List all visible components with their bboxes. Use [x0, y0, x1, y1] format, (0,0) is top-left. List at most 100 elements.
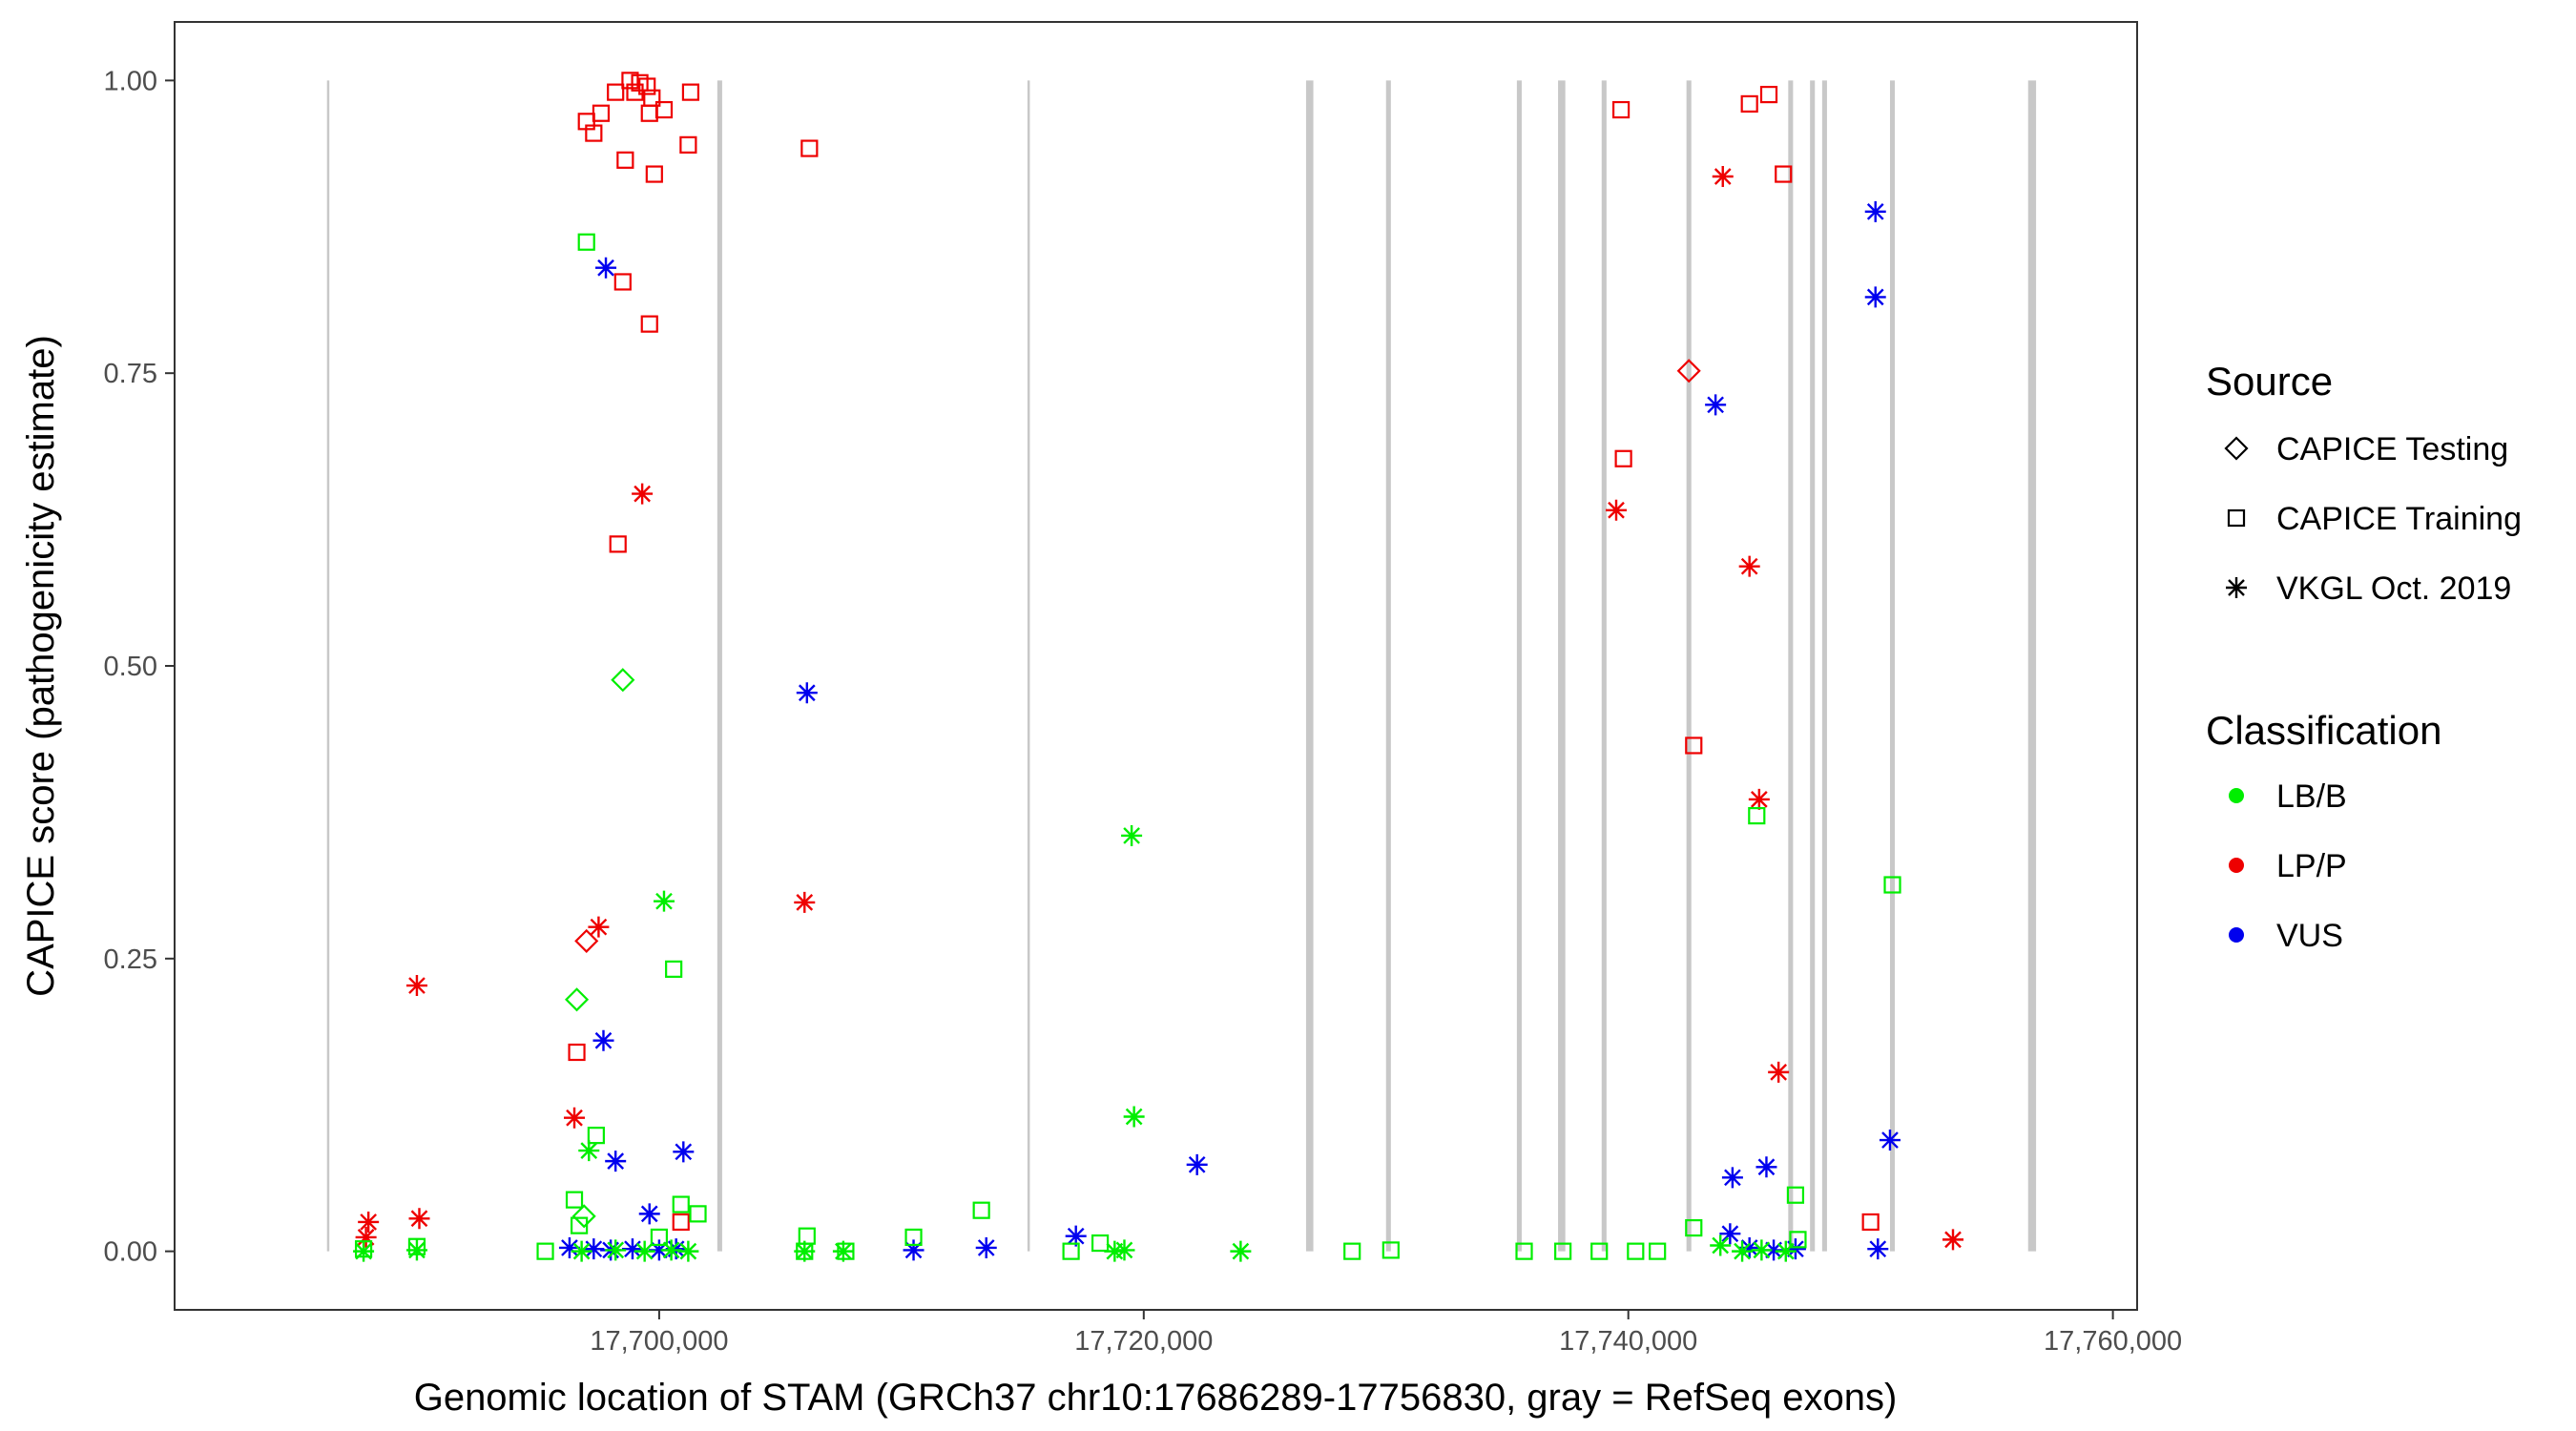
exon-line: [1810, 80, 1816, 1252]
data-point: [1685, 736, 1703, 755]
data-point: [672, 1213, 690, 1232]
y-tick-label: 0.00: [104, 1237, 157, 1268]
data-point: [903, 1239, 924, 1261]
data-point: [1755, 1156, 1777, 1178]
data-point: [564, 1107, 586, 1129]
data-point: [358, 1211, 380, 1233]
data-point: [1784, 1238, 1806, 1260]
data-point: [536, 1242, 554, 1260]
data-point: [1710, 1234, 1732, 1256]
data-point: [1740, 94, 1758, 114]
data-point: [1732, 1240, 1754, 1262]
exon-line: [1027, 80, 1030, 1252]
data-point: [588, 916, 610, 938]
data-point: [1867, 1238, 1889, 1260]
data-point: [1611, 100, 1631, 119]
data-point: [1864, 286, 1886, 308]
data-point: [1775, 1240, 1797, 1262]
data-point: [660, 1239, 682, 1261]
exon-line: [1788, 80, 1794, 1252]
x-axis-title: Genomic location of STAM (GRCh37 chr10:1…: [414, 1377, 1898, 1419]
exon-line: [1516, 80, 1522, 1252]
data-point: [654, 100, 674, 119]
data-point: [571, 1204, 596, 1229]
data-point: [611, 668, 635, 693]
exon-line: [326, 80, 330, 1252]
legend-class-key: [2229, 788, 2244, 803]
data-point: [1864, 200, 1886, 222]
data-point: [1065, 1225, 1087, 1247]
data-point: [677, 1240, 699, 1262]
data-point: [648, 1239, 670, 1261]
data-point: [595, 257, 617, 279]
legend: Source CAPICE Testing CAPICE Training VKGL…: [2206, 359, 2522, 954]
data-point: [1705, 394, 1727, 416]
data-point: [1062, 1242, 1080, 1260]
y-tick-label: 0.75: [104, 359, 157, 389]
data-point: [1590, 1242, 1609, 1260]
data-point: [1676, 359, 1701, 384]
y-tick-label: 1.00: [104, 66, 157, 96]
legend-source-title: Source: [2206, 359, 2333, 404]
data-point: [1712, 166, 1734, 187]
data-point: [583, 1238, 605, 1260]
data-point: [1606, 499, 1628, 521]
data-point: [638, 77, 656, 95]
legend-class-label: LB/B: [2276, 778, 2347, 815]
data-point: [355, 1226, 377, 1248]
data-point: [1121, 824, 1143, 846]
data-point: [613, 273, 632, 291]
data-point: [673, 1141, 695, 1163]
data-point: [632, 483, 654, 505]
exon-line: [1821, 80, 1827, 1252]
data-point: [405, 975, 427, 997]
legend-source-label: CAPICE Training: [2276, 501, 2522, 537]
data-point: [565, 1191, 584, 1209]
exon-line: [717, 80, 722, 1252]
data-point: [405, 1239, 427, 1261]
data-point: [1104, 1240, 1126, 1262]
legend-source-label: VKGL Oct. 2019: [2276, 570, 2511, 607]
data-point: [1883, 876, 1901, 894]
data-point: [796, 682, 818, 704]
data-point: [1230, 1240, 1252, 1262]
exon-line: [1558, 80, 1566, 1252]
data-point: [607, 83, 625, 101]
data-point: [1768, 1061, 1790, 1083]
data-point: [794, 1240, 816, 1262]
legend-class-label: VUS: [2276, 918, 2343, 954]
x-tick-label: 17,720,000: [1074, 1326, 1213, 1357]
axes: 17,700,000 17,720,000 17,740,000 17,760,000…: [104, 66, 2183, 1357]
data-point: [1554, 1242, 1572, 1260]
data-point: [689, 1205, 707, 1223]
data-point: [1789, 1231, 1807, 1249]
data-point: [1751, 1239, 1773, 1261]
plot-panel: [174, 21, 2138, 1311]
x-tick-label: 17,700,000: [590, 1326, 728, 1357]
data-point: [1719, 1223, 1741, 1245]
data-point: [574, 928, 599, 953]
data-point: [634, 1240, 655, 1262]
data-point: [621, 72, 639, 90]
data-point: [578, 1140, 600, 1162]
data-point: [570, 1216, 589, 1234]
data-point: [408, 1208, 430, 1230]
legend-class-key: [2229, 927, 2244, 943]
data-point: [665, 960, 683, 978]
data-point: [681, 83, 700, 101]
legend-classification-title: Classification: [2206, 708, 2441, 753]
y-axis-title: CAPICE score (pathogenicity estimate): [20, 335, 62, 997]
legend-source-key: [2227, 508, 2246, 528]
x-tick-label: 17,760,000: [2044, 1326, 2182, 1357]
legend-source-key: [2226, 577, 2247, 598]
legend-source-label: CAPICE Testing: [2276, 431, 2508, 467]
data-point: [1343, 1242, 1361, 1260]
exon-line: [1686, 80, 1692, 1252]
data-point: [616, 151, 634, 169]
data-point: [577, 233, 595, 251]
data-point: [1614, 449, 1632, 467]
data-point: [1113, 1239, 1135, 1261]
data-point: [1186, 1153, 1208, 1175]
data-point: [653, 890, 675, 912]
exon-lines: [326, 80, 2037, 1252]
